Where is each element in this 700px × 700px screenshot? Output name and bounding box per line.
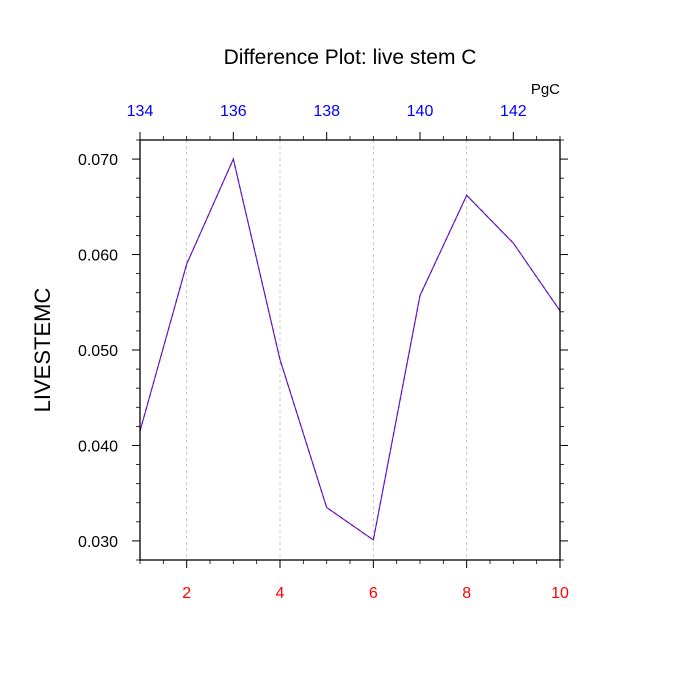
tick-marks — [132, 132, 568, 568]
units-label: PgC — [531, 81, 560, 98]
y-tick-label-3: 0.060 — [78, 248, 118, 265]
plot-frame — [139, 139, 561, 561]
top-tick-label-4: 142 — [500, 103, 527, 120]
x-tick-label-6: 6 — [369, 585, 378, 602]
data-point-0-7 — [465, 194, 467, 196]
series-group — [139, 157, 561, 541]
grid-lines — [186, 140, 468, 560]
top-tick-label-0: 134 — [127, 103, 154, 120]
data-point-0-5 — [372, 539, 374, 541]
data-point-0-4 — [325, 506, 327, 508]
x-tick-label-2: 2 — [182, 585, 191, 602]
y-axis-label: LIVESTEMC — [30, 288, 55, 413]
x-tick-label-10: 10 — [551, 585, 569, 602]
chart-title: Difference Plot: live stem C — [224, 46, 477, 69]
tick-labels: 2 4 6 8 10 134 136 138 140 142 0.030 0.040 0.050 0.06… — [78, 103, 569, 602]
data-point-0-6 — [419, 294, 421, 296]
y-tick-label-0: 0.030 — [78, 534, 118, 551]
data-point-0-1 — [185, 263, 187, 265]
x-tick-label-4: 4 — [276, 585, 285, 602]
series-line-base-0 — [139, 157, 561, 541]
y-tick-label-1: 0.040 — [78, 438, 118, 455]
data-point-0-2 — [232, 158, 234, 160]
top-tick-label-1: 136 — [220, 103, 247, 120]
top-tick-label-3: 140 — [407, 103, 434, 120]
y-tick-label-4: 0.070 — [78, 152, 118, 169]
series-line-0 — [139, 157, 561, 541]
x-tick-label-8: 8 — [462, 585, 471, 602]
y-tick-label-2: 0.050 — [78, 343, 118, 360]
data-point-0-3 — [279, 358, 281, 360]
top-tick-label-2: 138 — [313, 103, 340, 120]
data-point-0-8 — [512, 242, 514, 244]
